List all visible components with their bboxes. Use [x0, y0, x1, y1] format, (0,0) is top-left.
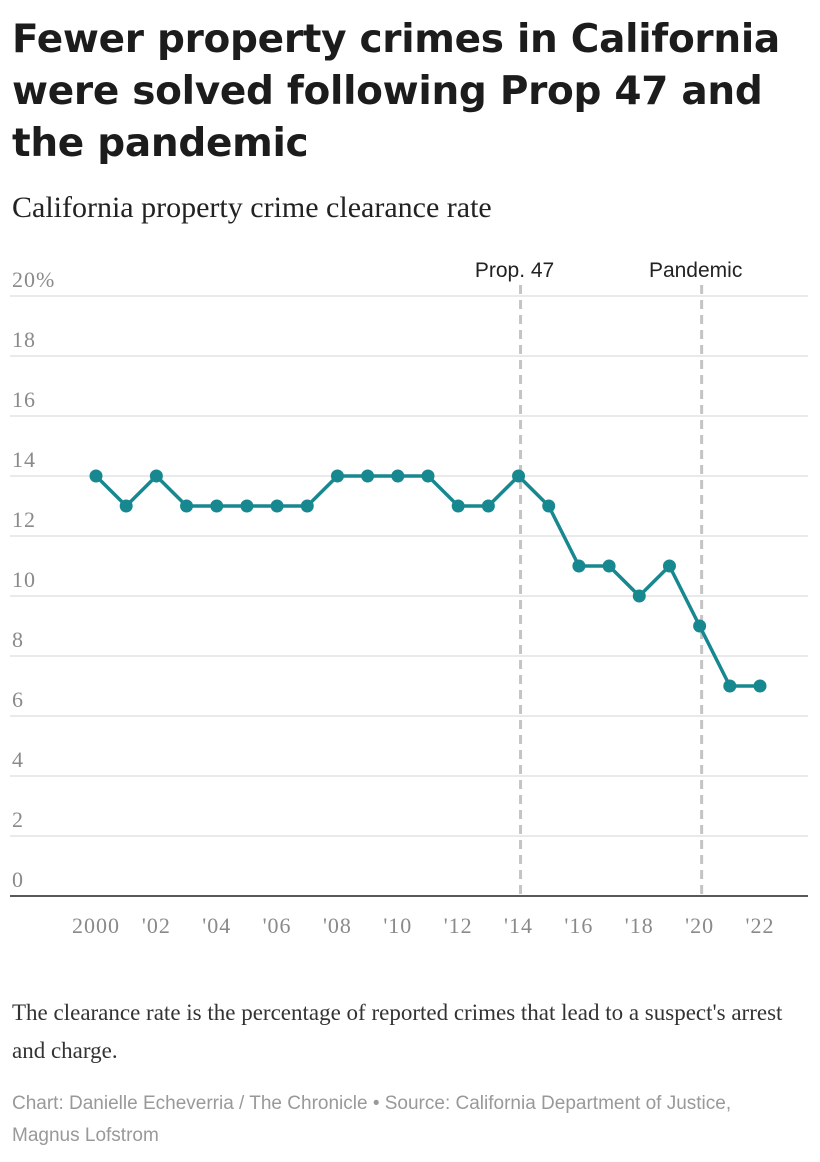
chart-note: The clearance rate is the percentage of …: [12, 1000, 783, 1063]
y-tick-label: 6: [12, 687, 24, 712]
data-point: [210, 499, 224, 513]
y-tick-label: 2: [12, 807, 24, 832]
data-point: [662, 559, 676, 573]
data-point: [119, 499, 133, 513]
data-point: [300, 499, 314, 513]
data-point: [240, 499, 254, 513]
x-tick-label: 2000: [72, 913, 120, 938]
x-tick-label: '20: [685, 913, 714, 938]
event-markers: Prop. 47 Pandemic: [475, 259, 742, 896]
data-point: [89, 469, 103, 483]
y-tick-label: 14: [12, 447, 36, 472]
x-tick-label: '22: [746, 913, 775, 938]
y-tick-label: 0: [12, 867, 24, 892]
x-tick-label: '12: [444, 913, 473, 938]
y-tick-label: 20%: [12, 267, 55, 292]
x-tick-label: '14: [504, 913, 533, 938]
y-axis-ticks: 0 2 4 6 8 10 12 14 16 18 20%: [12, 267, 55, 892]
clearance-rate-chart: Prop. 47 Pandemic 0 2 4 6 8 10 12 14 16 18 20% 2000…: [10, 259, 808, 938]
data-point: [602, 559, 616, 573]
series-layer: [89, 469, 767, 693]
x-tick-label: '08: [323, 913, 352, 938]
data-point: [753, 679, 767, 693]
y-tick-label: 16: [12, 387, 36, 412]
data-point: [542, 499, 556, 513]
data-point: [149, 469, 163, 483]
x-tick-label: '02: [142, 913, 171, 938]
data-point: [270, 499, 284, 513]
y-tick-label: 4: [12, 747, 24, 772]
y-tick-label: 8: [12, 627, 24, 652]
x-tick-label: '18: [625, 913, 654, 938]
chart-subtitle: California property crime clearance rate: [12, 191, 492, 224]
x-tick-label: '10: [383, 913, 412, 938]
chart-credit: Chart: Danielle Echeverria / The Chronic…: [12, 1093, 732, 1146]
event-label: Prop. 47: [475, 259, 554, 282]
y-tick-label: 10: [12, 567, 36, 592]
grid-lines: [10, 295, 808, 897]
event-label: Pandemic: [649, 259, 742, 282]
y-tick-label: 12: [12, 507, 36, 532]
data-point: [330, 469, 344, 483]
data-point: [180, 499, 194, 513]
x-tick-label: '06: [263, 913, 292, 938]
data-point: [451, 499, 465, 513]
data-point: [391, 469, 405, 483]
data-point: [481, 499, 495, 513]
data-point: [512, 469, 526, 483]
data-point: [632, 589, 646, 603]
data-point: [693, 619, 707, 633]
data-point: [421, 469, 435, 483]
x-tick-label: '16: [564, 913, 593, 938]
series-line: [94, 474, 760, 688]
chart-title: Fewer property crimes in California were…: [12, 17, 780, 166]
data-point: [572, 559, 586, 573]
data-point: [723, 679, 737, 693]
x-tick-label: '04: [202, 913, 231, 938]
y-tick-label: 18: [12, 327, 36, 352]
x-axis-ticks: 2000 '02 '04 '06 '08 '10 '12 '14 '16 '18 '20 '22: [72, 913, 775, 938]
data-point: [361, 469, 375, 483]
